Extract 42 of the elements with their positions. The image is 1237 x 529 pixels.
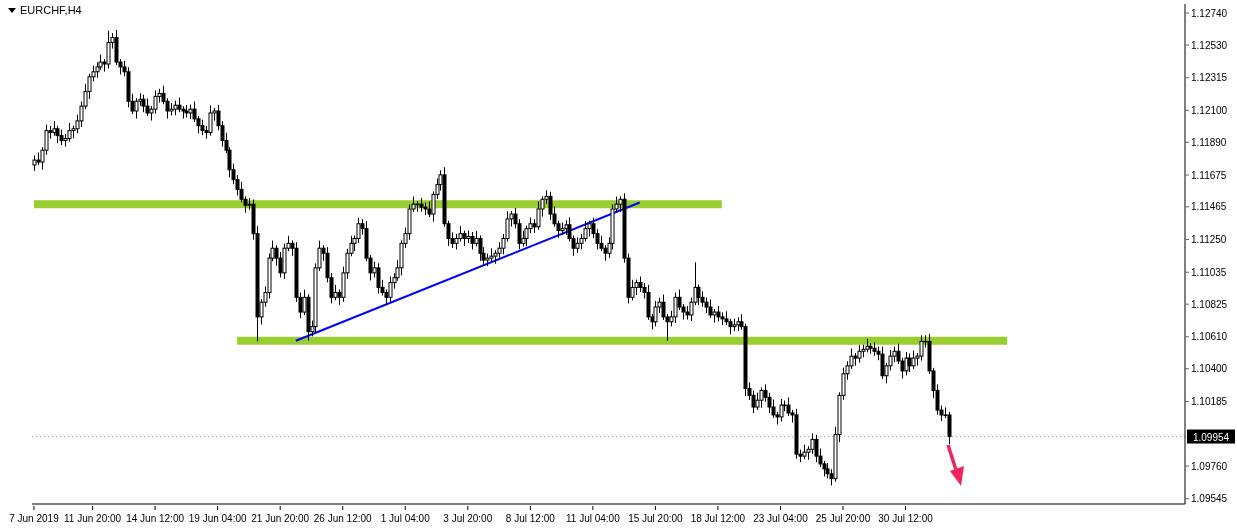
- x-tick-label: 25 Jul 20:00: [815, 513, 871, 524]
- y-tick-label: 1.11250: [1191, 234, 1227, 246]
- candlestick: [673, 292, 678, 324]
- y-tick-label: 1.10185: [1191, 395, 1228, 407]
- candlestick: [907, 353, 912, 373]
- y-tick-label: 1.12100: [1191, 104, 1228, 116]
- x-tick-label: 30 Jul 12:00: [878, 513, 934, 524]
- x-tick-label: 11 Jun 20:00: [64, 513, 122, 524]
- y-tick-label: 1.11890: [1191, 136, 1227, 148]
- x-tick-label: 26 Jun 12:00: [313, 513, 373, 524]
- y-tick-label: 1.09760: [1191, 460, 1228, 472]
- chart-title: EURCHF,H4: [20, 4, 82, 16]
- candlestick: [388, 275, 393, 303]
- x-tick-label: 15 Jul 20:00: [628, 513, 684, 524]
- x-tick-label: 21 Jun 20:00: [251, 513, 310, 524]
- x-tick-label: 23 Jul 04:00: [753, 513, 809, 524]
- y-tick-label: 1.11035: [1191, 266, 1227, 278]
- candlestick: [536, 200, 541, 231]
- y-tick-label: 1.12740: [1191, 7, 1228, 19]
- x-tick-label: 3 Jul 20:00: [443, 513, 493, 524]
- y-tick-label: 1.12530: [1191, 39, 1228, 51]
- candlestick: [653, 300, 658, 327]
- x-tick-label: 1 Jul 04:00: [380, 513, 431, 524]
- ref-line-label: 1.09954: [1192, 431, 1230, 443]
- y-tick-label: 1.09545: [1191, 493, 1228, 505]
- y-tick-label: 1.11465: [1191, 201, 1227, 213]
- x-tick-label: 14 Jun 12:00: [126, 513, 185, 524]
- y-tick-label: 1.10610: [1191, 331, 1228, 343]
- y-tick-label: 1.10400: [1191, 363, 1228, 375]
- candlestick: [947, 411, 952, 445]
- candlestick: [904, 351, 909, 376]
- candlestick: [134, 97, 139, 120]
- y-tick-label: 1.11675: [1191, 169, 1227, 181]
- y-tick-label: 1.12315: [1191, 72, 1228, 84]
- x-tick-label: 11 Jul 04:00: [565, 513, 621, 524]
- x-tick-label: 8 Jul 12:00: [505, 513, 556, 524]
- x-tick-label: 7 Jun 2019: [9, 513, 60, 524]
- x-tick-label: 18 Jul 12:00: [690, 513, 746, 524]
- x-tick-label: 19 Jun 04:00: [188, 513, 247, 524]
- y-tick-label: 1.10825: [1191, 298, 1228, 310]
- candlestick: [478, 234, 483, 262]
- candlestick: [814, 434, 819, 463]
